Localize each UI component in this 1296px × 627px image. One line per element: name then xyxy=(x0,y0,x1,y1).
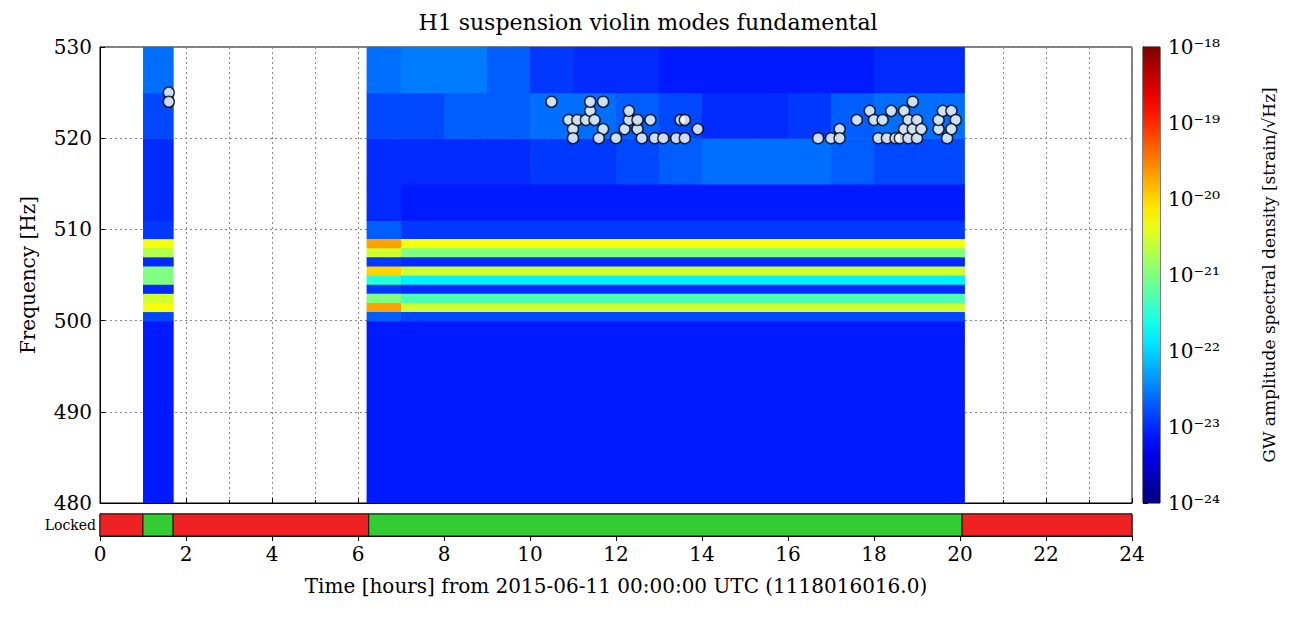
svg-text:490: 490 xyxy=(54,400,92,424)
svg-text:0: 0 xyxy=(94,542,107,566)
svg-text:530: 530 xyxy=(54,35,92,59)
svg-text:14: 14 xyxy=(689,542,714,566)
svg-text:2: 2 xyxy=(180,542,193,566)
svg-text:Locked: Locked xyxy=(45,517,96,533)
svg-text:480: 480 xyxy=(54,491,92,515)
svg-text:24: 24 xyxy=(1119,542,1144,566)
svg-text:12: 12 xyxy=(603,542,628,566)
svg-text:GW amplitude spectral density: GW amplitude spectral density [strain/√H… xyxy=(1259,87,1279,462)
svg-text:4: 4 xyxy=(266,542,279,566)
svg-text:8: 8 xyxy=(438,542,451,566)
svg-text:10: 10 xyxy=(517,542,542,566)
svg-text:20: 20 xyxy=(947,542,972,566)
svg-text:6: 6 xyxy=(352,542,365,566)
svg-text:10⁻²⁴: 10⁻²⁴ xyxy=(1168,491,1220,515)
svg-text:Time [hours] from 2015-06-11 0: Time [hours] from 2015-06-11 00:00:00 UT… xyxy=(305,574,927,598)
svg-text:500: 500 xyxy=(54,309,92,333)
svg-text:520: 520 xyxy=(54,126,92,150)
svg-text:22: 22 xyxy=(1033,542,1058,566)
svg-text:10⁻²³: 10⁻²³ xyxy=(1168,415,1220,439)
svg-text:10⁻¹⁸: 10⁻¹⁸ xyxy=(1168,35,1220,59)
svg-text:10⁻²¹: 10⁻²¹ xyxy=(1168,263,1220,287)
svg-text:H1 suspension violin modes fun: H1 suspension violin modes fundamental xyxy=(418,10,877,35)
svg-text:16: 16 xyxy=(775,542,800,566)
svg-text:10⁻²⁰: 10⁻²⁰ xyxy=(1168,187,1220,211)
svg-text:510: 510 xyxy=(54,217,92,241)
svg-text:10⁻¹⁹: 10⁻¹⁹ xyxy=(1168,111,1220,135)
svg-text:Frequency [Hz]: Frequency [Hz] xyxy=(16,196,40,354)
svg-text:10⁻²²: 10⁻²² xyxy=(1168,339,1220,363)
svg-text:18: 18 xyxy=(861,542,886,566)
